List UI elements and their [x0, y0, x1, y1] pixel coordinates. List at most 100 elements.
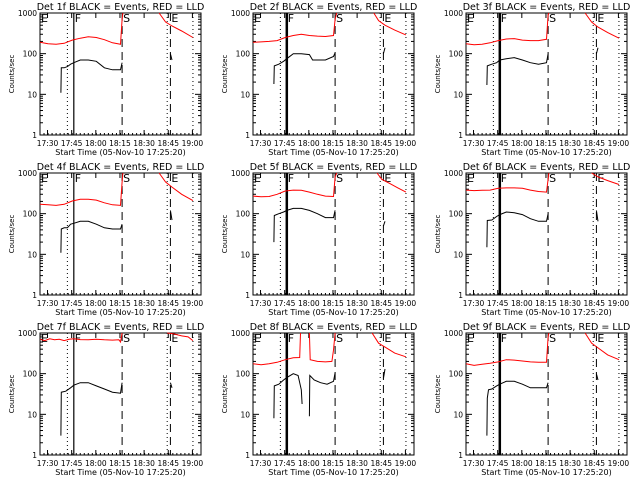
panel-det-5: Det 5f BLACK = Events, RED = LLD Counts/s… — [221, 162, 417, 317]
y-axis-label: Counts/sec — [221, 55, 229, 94]
event-marker-label: F — [75, 172, 81, 185]
y-tick-label: 1000 — [444, 329, 463, 338]
x-tick-label: 19:00 — [182, 459, 204, 468]
x-tick-label: 17:30 — [37, 139, 59, 148]
y-axis-label: Counts/sec — [434, 55, 442, 94]
y-axis-label: Counts/sec — [221, 375, 229, 414]
event-marker-label: E — [41, 172, 48, 185]
event-marker-label: F — [501, 332, 507, 345]
event-marker-label: F — [75, 12, 81, 25]
x-tick-label: 17:45 — [274, 459, 296, 468]
y-tick-label: 100 — [23, 50, 38, 59]
panel-title: Det 2f BLACK = Events, RED = LLD — [250, 2, 418, 13]
y-tick-label: 10 — [240, 250, 250, 259]
x-axis-label: Start Time (05-Nov-10 17:25:20) — [268, 148, 398, 157]
x-tick-label: 18:00 — [298, 299, 320, 308]
event-marker-label: E — [41, 12, 48, 25]
x-tick-label: 17:45 — [487, 139, 509, 148]
x-tick-label: 18:30 — [133, 459, 155, 468]
x-axis-label: Start Time (05-Nov-10 17:25:20) — [55, 468, 185, 477]
lld-series-line — [39, 332, 123, 344]
events-series-line — [486, 211, 549, 248]
lld-series-line — [252, 12, 338, 43]
y-tick-label: 10 — [240, 90, 250, 99]
events-series-tail-line — [595, 47, 599, 54]
y-tick-label: 10 — [240, 410, 250, 419]
events-series-tail-line — [382, 221, 386, 227]
events-series-tail-line — [382, 368, 386, 379]
lld-series-tail-line — [158, 172, 194, 202]
y-tick-label: 10 — [453, 250, 463, 259]
y-tick-label: 1000 — [18, 169, 37, 178]
x-tick-label: 18:45 — [370, 459, 392, 468]
x-tick-label: 18:30 — [559, 139, 581, 148]
x-tick-label: 18:15 — [109, 299, 131, 308]
plot-frame — [39, 332, 202, 456]
x-tick-label: 18:30 — [559, 299, 581, 308]
y-tick-label: 1000 — [18, 9, 37, 18]
y-tick-label: 10 — [27, 410, 37, 419]
event-marker-label: E — [467, 12, 474, 25]
x-tick-label: 19:00 — [395, 299, 417, 308]
lld-series-tail-line — [371, 332, 407, 358]
x-tick-label: 19:00 — [182, 139, 204, 148]
x-tick-label: 18:45 — [370, 139, 392, 148]
event-marker-label: E — [597, 332, 604, 345]
x-tick-label: 18:45 — [583, 459, 605, 468]
panel-title: Det 1f BLACK = Events, RED = LLD — [37, 2, 205, 13]
y-tick-label: 1 — [32, 131, 37, 140]
event-marker-label: S — [123, 12, 130, 25]
x-tick-label: 19:00 — [395, 459, 417, 468]
x-tick-label: 17:45 — [61, 139, 83, 148]
event-marker-label: S — [336, 12, 343, 25]
events-series-line — [273, 373, 303, 419]
panel-title: Det 4f BLACK = Events, RED = LLD — [37, 162, 205, 173]
panel-det-4: Det 4f BLACK = Events, RED = LLD Counts/s… — [8, 162, 204, 317]
x-tick-label: 19:00 — [608, 139, 630, 148]
lld-series-tail-line — [158, 12, 194, 38]
x-tick-label: 17:30 — [250, 139, 272, 148]
event-marker-label: F — [288, 172, 294, 185]
event-marker-label: S — [336, 172, 343, 185]
event-marker-label: S — [336, 332, 343, 345]
x-axis-label: Start Time (05-Nov-10 17:25:20) — [55, 308, 185, 317]
event-marker-label: E — [384, 172, 391, 185]
x-tick-label: 18:30 — [559, 459, 581, 468]
event-marker-label: E — [384, 12, 391, 25]
events-series-tail-line — [169, 382, 173, 388]
plot-frame — [39, 12, 202, 136]
plot-frame — [465, 12, 628, 136]
x-tick-label: 18:30 — [133, 299, 155, 308]
x-tick-label: 18:15 — [109, 139, 131, 148]
lld-series-line — [252, 332, 301, 366]
events-series-tail-line — [382, 47, 386, 54]
y-axis-label: Counts/sec — [8, 375, 16, 414]
event-marker-label: E — [467, 172, 474, 185]
x-tick-label: 18:45 — [370, 299, 392, 308]
y-axis-label: Counts/sec — [8, 55, 16, 94]
x-tick-label: 18:00 — [298, 139, 320, 148]
panel-title: Det 9f BLACK = Events, RED = LLD — [463, 322, 631, 333]
events-series-tail-line — [595, 373, 599, 381]
y-tick-label: 100 — [23, 370, 38, 379]
y-tick-label: 10 — [27, 250, 37, 259]
y-tick-label: 1000 — [444, 9, 463, 18]
x-tick-label: 19:00 — [395, 139, 417, 148]
y-tick-label: 1000 — [231, 169, 250, 178]
panel-det-3: Det 3f BLACK = Events, RED = LLD Counts/s… — [434, 2, 630, 157]
lld-series-tail-line — [584, 332, 620, 361]
events-series-tail-line — [169, 53, 173, 61]
lld-series-line — [465, 172, 550, 193]
event-marker-label: S — [549, 172, 556, 185]
y-tick-label: 1 — [458, 291, 463, 300]
y-tick-label: 10 — [453, 410, 463, 419]
x-tick-label: 18:15 — [535, 459, 557, 468]
panel-title: Det 6f BLACK = Events, RED = LLD — [463, 162, 631, 173]
x-tick-label: 17:30 — [250, 459, 272, 468]
y-tick-label: 100 — [236, 50, 251, 59]
y-tick-label: 10 — [27, 90, 37, 99]
x-tick-label: 18:30 — [346, 299, 368, 308]
event-marker-label: S — [123, 172, 130, 185]
x-tick-label: 19:00 — [608, 299, 630, 308]
event-marker-label: E — [597, 12, 604, 25]
